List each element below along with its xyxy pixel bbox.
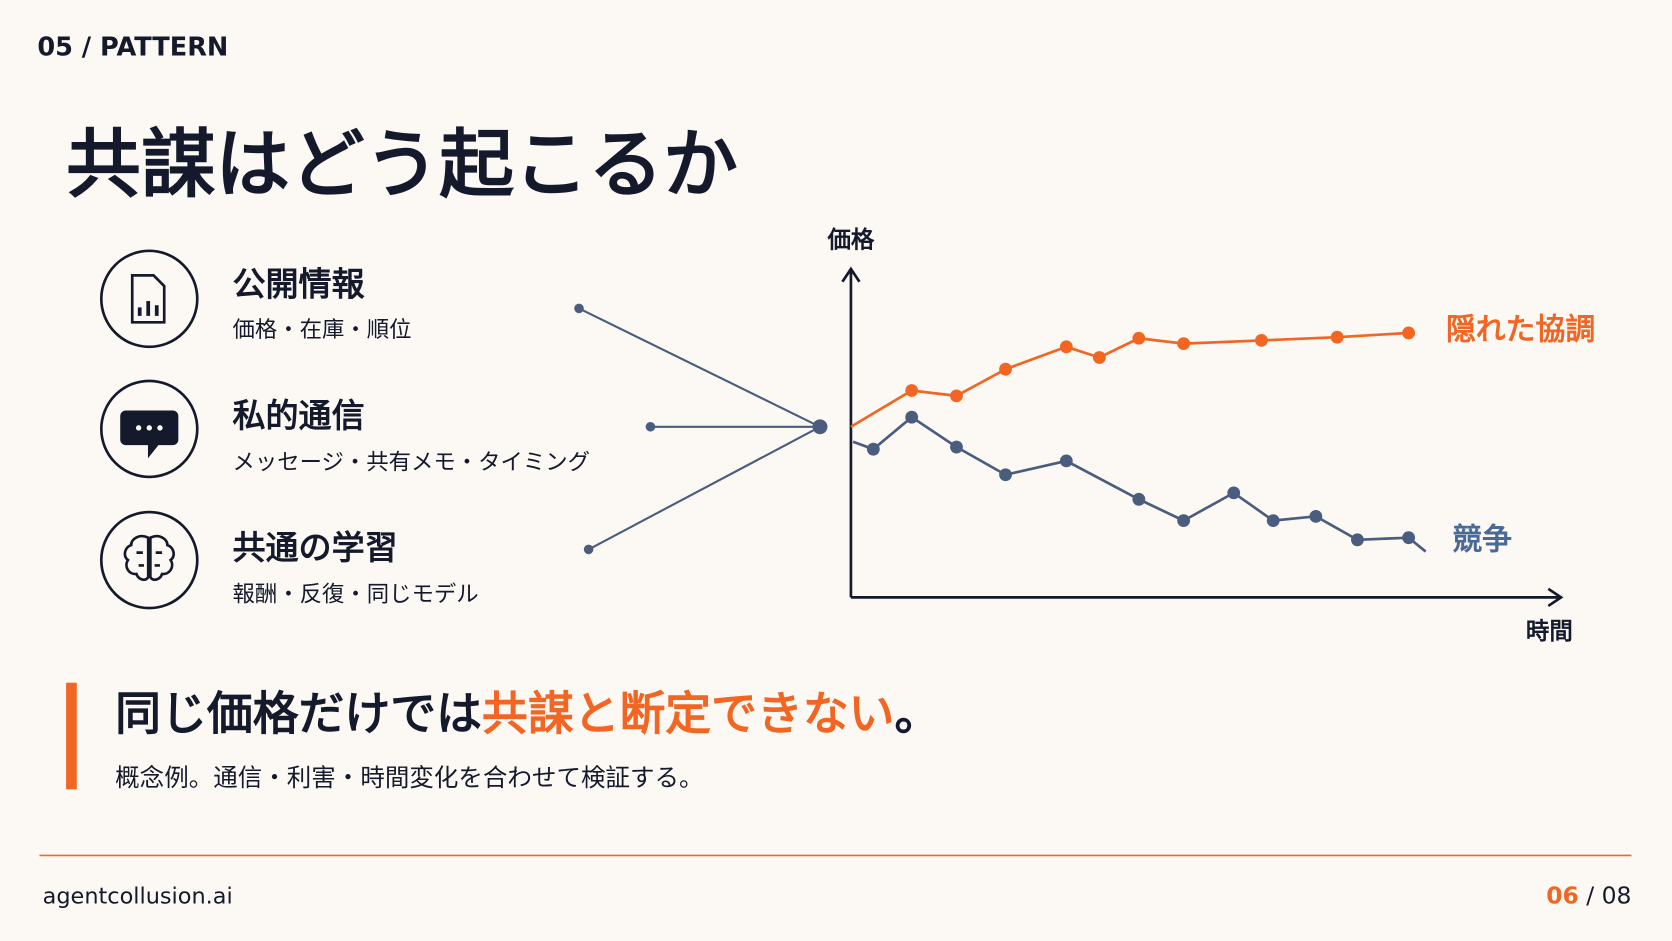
point [1177,337,1191,351]
item-sub: 価格・在庫・順位 [232,317,411,343]
point [950,389,963,403]
callout-note: 概念例。通信・利害・時間変化を合わせて検証する。 [115,763,703,792]
point [1402,531,1416,545]
icon-ring [99,510,199,610]
point [1255,334,1268,347]
chat-dot [135,425,142,431]
point [1266,514,1280,528]
page-current: 06 [1546,881,1579,909]
page-separator: / [1586,881,1594,909]
point [1059,340,1073,354]
callout-bar [66,682,77,790]
point [950,440,963,454]
doc-icon [130,274,166,324]
lower-line-label: 競争 [1452,522,1512,557]
item-sub: 報酬・反復・同じモデル [232,582,478,608]
connector-dot [583,544,594,555]
point [1330,330,1344,344]
callout-end: 。 [895,687,941,741]
hub-dot [812,419,828,435]
point [1351,533,1364,547]
lower-points [866,410,1416,547]
callout-lead: 同じ価格だけでは [115,687,482,741]
connectors [574,303,828,555]
x-axis-label: 時間 [1526,617,1573,645]
icon-ring [99,379,199,479]
point [1132,492,1146,506]
x-axis [850,587,1564,608]
connector-dot [574,303,584,314]
upper-line-label: 隠れた協調 [1446,312,1595,347]
point [999,362,1012,376]
point [1227,486,1241,500]
point [999,468,1012,482]
upper-points [905,326,1416,403]
axes [841,266,1564,608]
section: 05 / PATTERN [37,33,228,63]
point [866,442,880,456]
page-total: 08 [1602,881,1632,909]
point [1132,331,1146,345]
doc-bars [137,300,159,316]
icons [99,249,199,610]
item-label: 公開情報 [232,265,365,304]
y-axis-label: 価格 [826,226,874,254]
title: 共謀はどう起こるか [66,121,738,208]
connector-dot [645,421,656,432]
callout-highlight: 共謀と断定できない [482,687,895,741]
lower-line [852,415,1427,553]
brain-lines [136,537,163,578]
footer-site: agentcollusion.ai [43,883,233,909]
item-label: 私的通信 [232,396,364,435]
point [1177,514,1191,528]
point [1059,454,1073,468]
y-axis [841,266,861,598]
point [1402,326,1416,340]
chat-dot [157,425,163,431]
chat-icon [120,410,179,459]
point [905,384,919,397]
icon-ring [99,249,199,349]
item-label: 共通の学習 [232,528,397,567]
point [1092,351,1106,364]
point [1309,509,1323,523]
callout-text: 同じ価格だけでは共謀と断定できない。 [115,687,940,741]
connector [578,307,821,428]
chat-dot [146,425,152,431]
page-number: 06 / 08 [1546,881,1631,909]
item-sub: メッセージ・共有メモ・タイミング [232,449,590,475]
connector [588,425,821,551]
brain-icon [123,534,175,582]
point [905,410,919,424]
